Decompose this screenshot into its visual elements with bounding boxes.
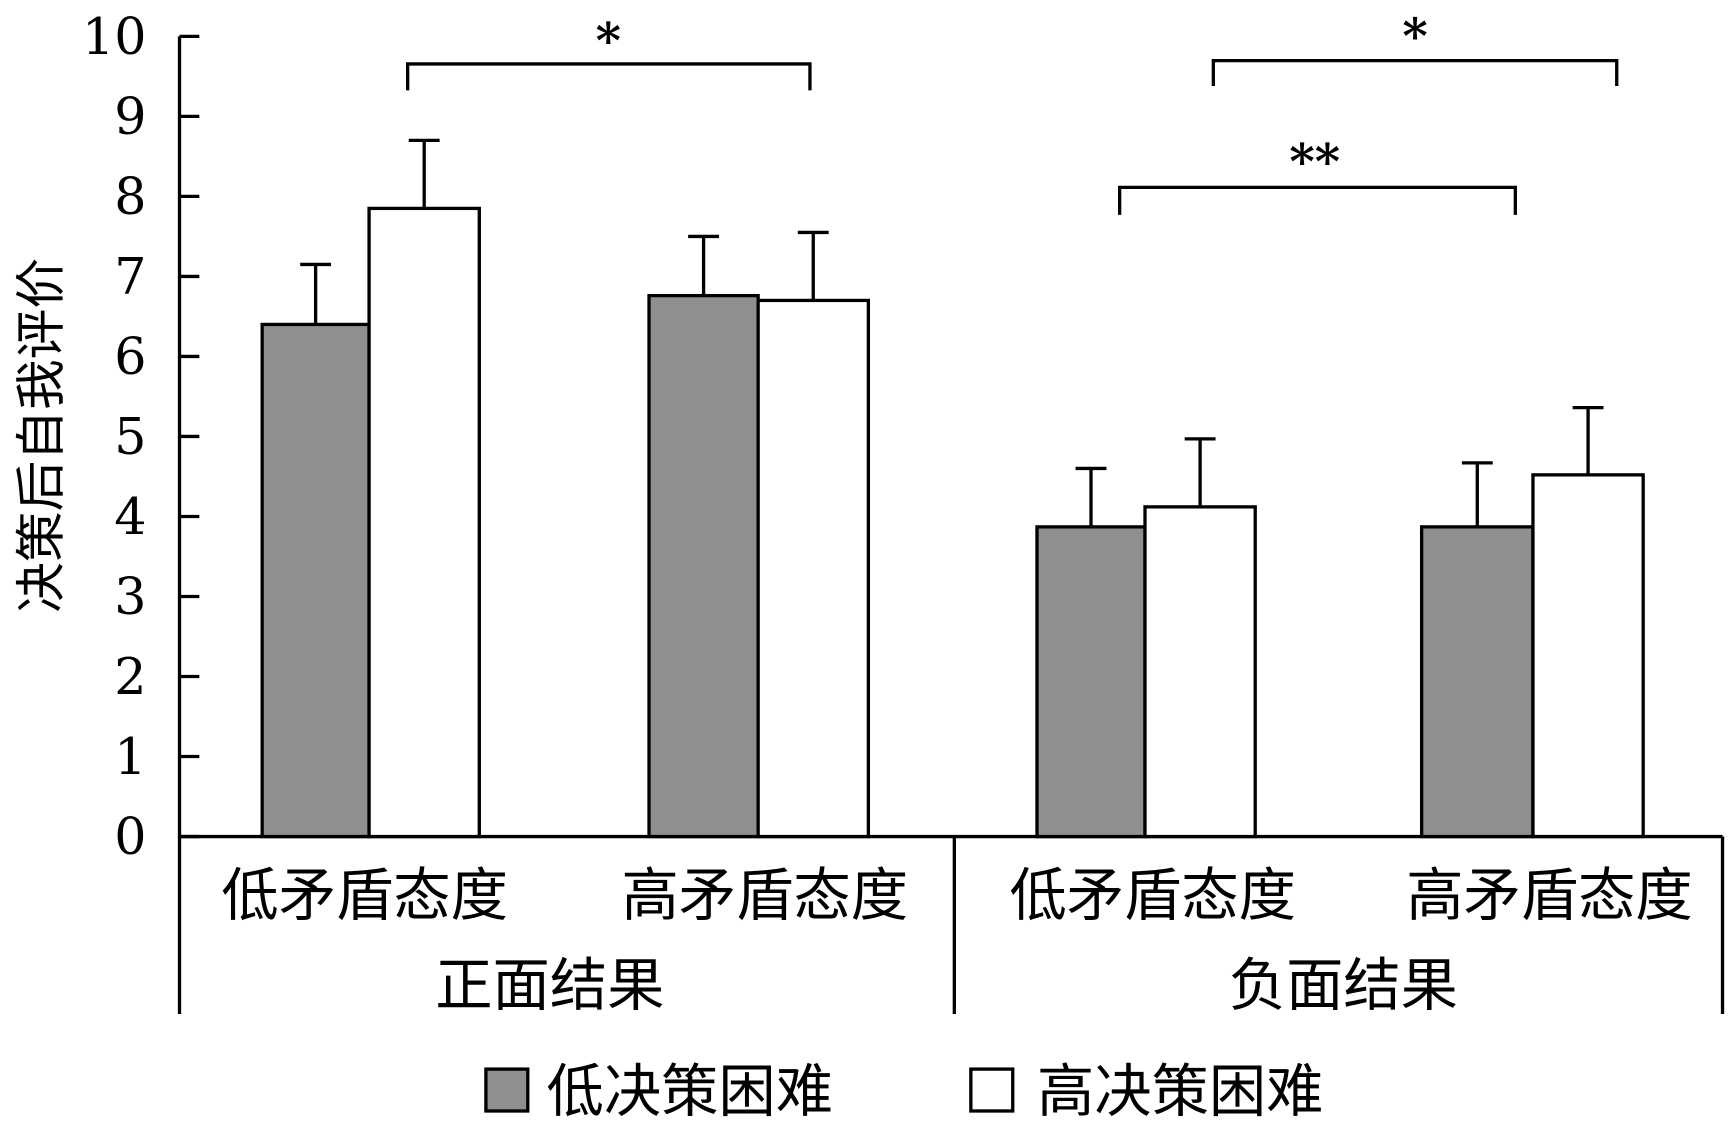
x-group-label: 正面结果 xyxy=(435,952,664,1019)
bar-high-difficulty xyxy=(1143,505,1257,839)
bar-low-difficulty xyxy=(1419,525,1535,839)
x-category-label: 高矛盾态度 xyxy=(622,862,909,929)
significance-bracket xyxy=(1211,58,1619,86)
y-tick-label: 3 xyxy=(114,567,146,626)
significance-marker: ** xyxy=(1289,134,1340,191)
bar-high-difficulty xyxy=(756,298,871,839)
y-tick-label: 1 xyxy=(114,727,146,786)
y-tick-label: 7 xyxy=(114,247,146,306)
bar-high-difficulty xyxy=(367,206,481,839)
significance-marker: * xyxy=(596,12,621,69)
significance-bracket xyxy=(1117,185,1517,215)
x-group-label: 负面结果 xyxy=(1229,952,1458,1019)
x-category-label: 低矛盾态度 xyxy=(221,862,508,929)
legend-swatch xyxy=(484,1067,530,1113)
significance-bracket xyxy=(406,62,812,91)
y-tick-label: 8 xyxy=(114,167,146,226)
x-category-label: 高矛盾态度 xyxy=(1406,862,1693,929)
y-tick-label: 5 xyxy=(114,407,146,466)
y-tick-label: 10 xyxy=(82,7,147,66)
y-tick-label: 6 xyxy=(114,327,146,386)
legend-label: 低决策困难 xyxy=(547,1058,834,1122)
y-tick-label: 0 xyxy=(114,807,146,866)
y-tick-label: 2 xyxy=(114,647,146,706)
bar-low-difficulty xyxy=(647,293,760,839)
significance-marker: * xyxy=(1402,8,1427,65)
y-tick-label: 9 xyxy=(114,87,146,146)
bar-low-difficulty xyxy=(1035,525,1147,839)
y-tick-label: 4 xyxy=(114,487,146,546)
x-category-label: 低矛盾态度 xyxy=(1009,862,1295,929)
bar-low-difficulty xyxy=(260,322,371,839)
legend-label: 高决策困难 xyxy=(1037,1058,1324,1122)
legend-swatch xyxy=(969,1067,1015,1113)
y-axis-label: 决策后自我评价 xyxy=(11,258,70,613)
bar-high-difficulty xyxy=(1531,473,1645,839)
